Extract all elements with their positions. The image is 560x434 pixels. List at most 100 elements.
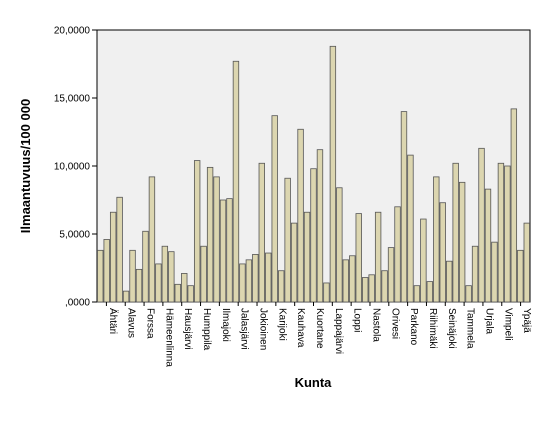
bar (381, 270, 388, 303)
bar (297, 128, 304, 303)
bar (278, 270, 285, 303)
bar (362, 277, 369, 303)
x-tick-label: Vimpeli (502, 308, 513, 341)
bar (155, 263, 162, 303)
y-tick-label: 20,0000 (54, 26, 91, 37)
x-tick-label: Tammela (465, 308, 476, 349)
bars (97, 45, 530, 303)
bar (329, 45, 337, 303)
bar (349, 255, 356, 303)
bar (387, 247, 395, 303)
bar (517, 249, 524, 303)
bar (420, 218, 427, 303)
bar (129, 249, 136, 303)
bar (206, 166, 214, 303)
x-tick-label: Parkano (408, 308, 419, 346)
bar (433, 176, 440, 303)
x-tick-label: Orivesi (389, 308, 400, 339)
bar (439, 202, 446, 303)
bar (510, 108, 518, 303)
x-tick-label: Riihimäki (427, 308, 438, 349)
x-tick-label: Humppila (201, 308, 212, 351)
bar (336, 187, 343, 303)
bar (142, 230, 149, 303)
bar (407, 154, 414, 303)
x-tick-label: Urjala (483, 308, 494, 335)
x-tick-label: Jokioinen (258, 308, 269, 350)
y-tick-label: 10,0000 (54, 162, 91, 173)
bar (258, 162, 265, 303)
bar (174, 283, 181, 303)
bar (116, 196, 123, 303)
bar (122, 290, 130, 303)
bar (355, 213, 362, 303)
bar (458, 181, 466, 303)
bar (271, 115, 278, 303)
bar (252, 253, 259, 303)
x-tick-label: Forssa (145, 308, 156, 339)
bar (219, 199, 227, 303)
x-tick-label: Alavus (126, 308, 137, 338)
bar (394, 206, 401, 303)
bar (368, 274, 375, 303)
x-tick-label: Karijoki (276, 308, 287, 341)
x-axis-title: Kunta (295, 375, 333, 390)
bar (181, 273, 188, 303)
bar (400, 111, 408, 303)
bar (193, 160, 201, 303)
bar (484, 188, 492, 303)
bar (200, 245, 207, 303)
bar (342, 259, 349, 303)
bar (452, 162, 459, 303)
bar (168, 251, 175, 303)
bar (465, 285, 472, 303)
x-tick-label: Loppi (352, 308, 363, 332)
bar (135, 268, 143, 303)
y-axis: ,0000 5,0000 10,0000 15,0000 20,0000 (54, 26, 97, 309)
bar (471, 245, 479, 303)
x-tick-label: Seinäjoki (446, 308, 457, 349)
bar (103, 239, 110, 303)
x-tick-label: Nastola (370, 308, 381, 342)
x-tick-label: Jalasjärvi (239, 308, 250, 350)
bar (161, 245, 169, 303)
bar (226, 198, 233, 303)
bar (303, 211, 311, 303)
x-tick-label: Ilmajoki (220, 308, 231, 342)
bar (109, 211, 117, 303)
y-tick-label: 5,0000 (59, 230, 90, 241)
bar (232, 60, 240, 303)
bar (504, 165, 511, 303)
x-tick-label: Kauhava (295, 308, 306, 348)
x-tick-label: Hämeenlinna (163, 308, 174, 367)
bar (213, 176, 220, 303)
bar (316, 149, 324, 303)
bar (239, 263, 246, 303)
bar (497, 162, 505, 303)
bar (491, 241, 498, 303)
bar (478, 147, 485, 303)
bar (148, 176, 156, 303)
x-tick-label: Ähtäri (107, 308, 119, 334)
bar (374, 211, 382, 303)
bar (446, 260, 453, 303)
x-tick-label: Kuortane (314, 308, 325, 349)
y-axis-title: Ilmaantuvuus/100 000 (18, 99, 33, 233)
bar (413, 285, 421, 303)
bar (323, 282, 330, 303)
bar (310, 168, 317, 303)
bar (187, 285, 194, 303)
x-tick-label: Hausjärvi (182, 308, 193, 350)
x-tick-label: Lappajärvi (333, 308, 344, 354)
x-axis: Ähtäri Alavus Forssa Hämeenlinna Hausjärvi Hu… (105, 302, 532, 367)
x-tick-label: Ypäjä (521, 308, 532, 333)
y-tick-label: ,0000 (65, 298, 90, 309)
bar (426, 281, 434, 303)
bar (245, 259, 253, 303)
bar (97, 249, 104, 303)
y-tick-label: 15,0000 (54, 94, 91, 105)
bar (523, 222, 530, 303)
bar (265, 252, 272, 303)
bar (290, 222, 298, 303)
